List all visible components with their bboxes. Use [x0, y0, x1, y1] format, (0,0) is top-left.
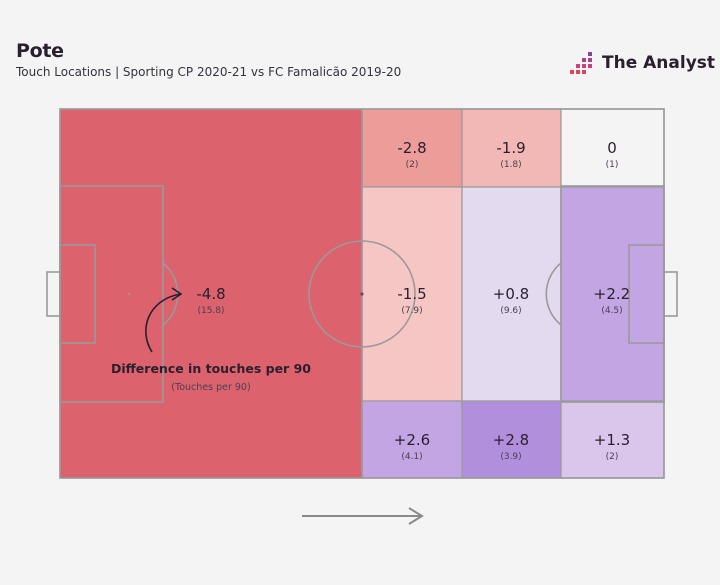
right-penalty-spot — [593, 292, 597, 296]
legend-arrow-head-icon — [171, 287, 183, 301]
zone-diff-label: -2.8 — [397, 139, 426, 157]
zone-touches-label: (9.6) — [500, 306, 521, 316]
zone-diff-label: +1.3 — [594, 431, 630, 449]
brand-name: The Analyst — [602, 53, 716, 73]
chart-subtitle: Touch Locations | Sporting CP 2020-21 vs… — [16, 65, 402, 79]
zone-diff-label: +2.6 — [394, 431, 430, 449]
left-penalty-spot — [127, 292, 131, 296]
zone-touches-label: (15.8) — [197, 306, 224, 316]
right-goal — [663, 271, 678, 317]
center-circle — [308, 240, 416, 348]
legend-arrow-curve — [145, 293, 181, 353]
zone-diff-label: +2.8 — [493, 431, 529, 449]
zone-attacking-third-center — [461, 186, 562, 402]
zone-touches-label: (1) — [606, 160, 619, 170]
zone-diff-label: -1.5 — [397, 285, 426, 303]
arrow-head-icon — [408, 507, 424, 525]
direction-of-play-arrow — [302, 507, 424, 525]
zone-diff-label: -1.9 — [496, 139, 525, 157]
center-spot — [360, 292, 364, 296]
zone-final-third-left — [560, 108, 665, 188]
zone-diff-label: +0.8 — [493, 285, 529, 303]
zone-touches-label: (4.5) — [601, 306, 622, 316]
zone-diff-label: 0 — [607, 139, 617, 157]
legend-sub-text: (Touches per 90) — [171, 382, 250, 393]
chart-title: Pote — [16, 40, 64, 62]
zone-diff-label: +2.2 — [594, 285, 630, 303]
zone-touches-label: (2) — [606, 452, 619, 462]
legend-annotation: Difference in touches per 90 (Touches pe… — [111, 287, 311, 393]
brand-logo: The Analyst — [570, 48, 715, 78]
right-penalty-arc — [545, 262, 562, 326]
zone-touches-label: (1.8) — [500, 160, 521, 170]
zone-middle-third-left — [361, 108, 463, 188]
zone-attacking-third-right — [461, 400, 562, 479]
pitch-markings — [46, 108, 678, 479]
analyst-logo-icon — [570, 52, 592, 74]
zone-labels: -4.8 (15.8) -2.8 (2) -1.5 (7.9) +2.6 (4.1) -1.9 (… — [196, 139, 630, 462]
legend-main-text: Difference in touches per 90 — [111, 361, 311, 376]
zone-touches-label: (3.9) — [500, 452, 521, 462]
left-goal — [46, 271, 61, 317]
zones-layer — [59, 108, 665, 479]
zone-diff-label: -4.8 — [196, 285, 225, 303]
zone-middle-third-center — [361, 186, 463, 402]
zone-touches-label: (7.9) — [401, 306, 422, 316]
zone-touches-label: (2) — [406, 160, 419, 170]
zone-touches-label: (4.1) — [401, 452, 422, 462]
